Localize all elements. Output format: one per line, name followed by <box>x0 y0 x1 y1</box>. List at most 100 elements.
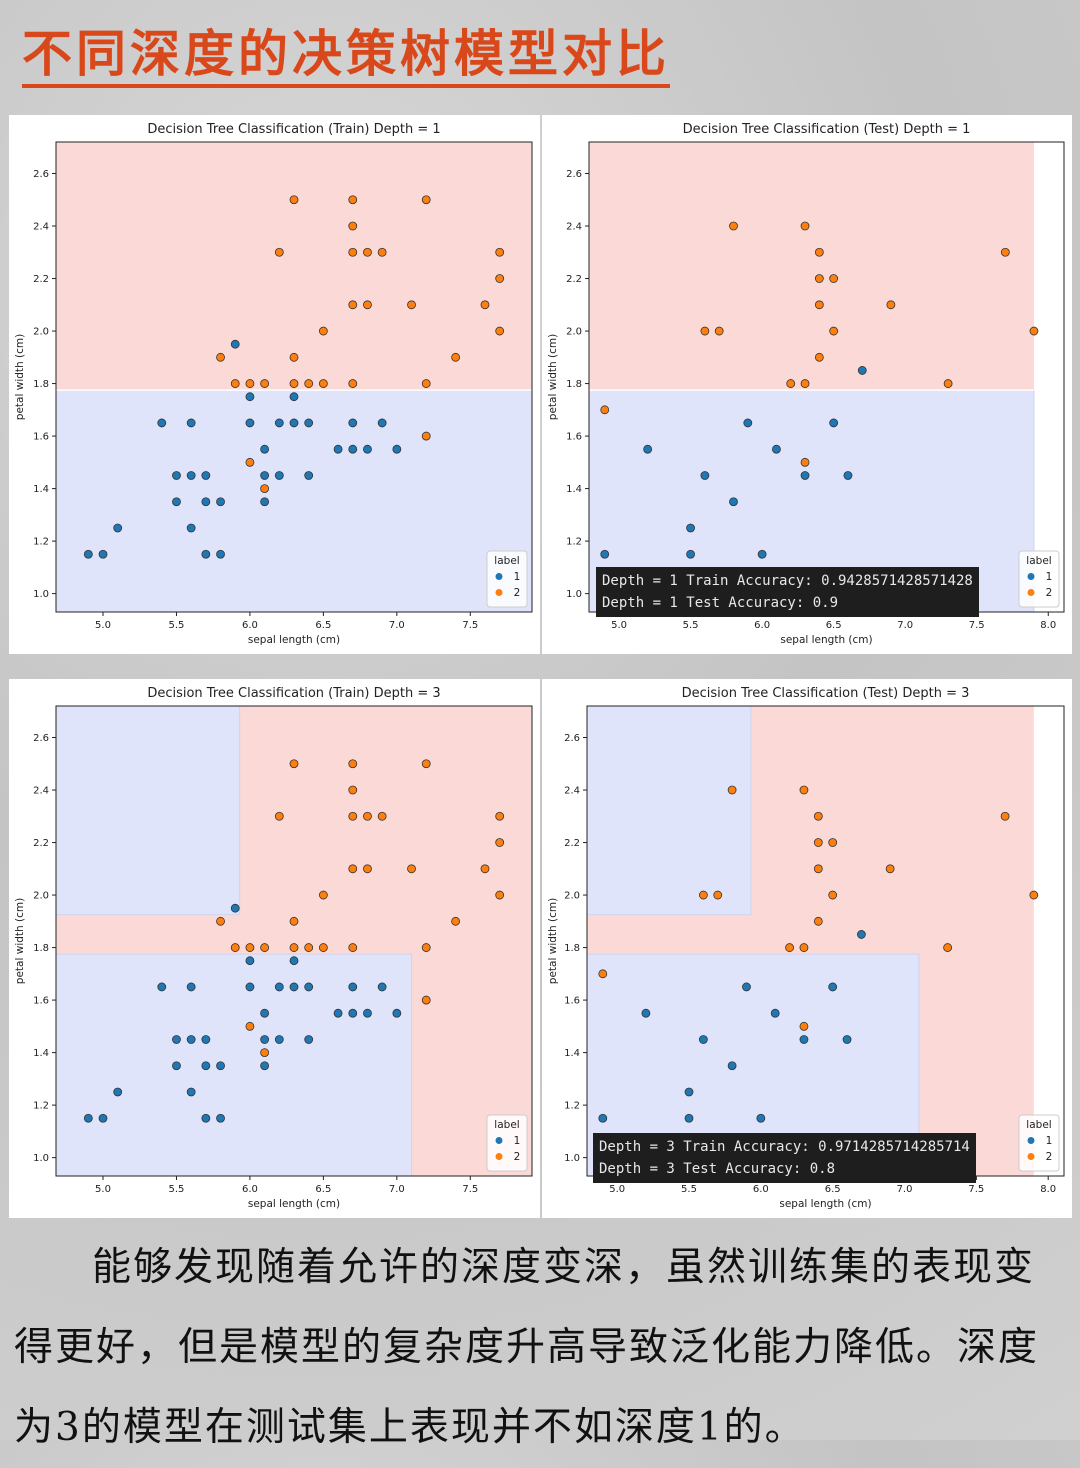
data-point-class-1 <box>304 982 314 992</box>
data-point-class-2 <box>421 431 431 441</box>
data-point-class-1 <box>113 1087 123 1097</box>
x-tick-label: 6.5 <box>825 1184 841 1195</box>
data-point-class-2 <box>800 221 810 231</box>
x-tick-label: 5.5 <box>169 620 185 631</box>
legend-entry-2: 2 <box>1046 1151 1053 1163</box>
data-point-class-1 <box>757 549 767 559</box>
data-point-class-2 <box>260 484 270 493</box>
data-point-class-1 <box>201 549 211 559</box>
data-point-class-2 <box>480 300 490 310</box>
y-tick-label: 1.8 <box>566 379 582 390</box>
data-point-class-1 <box>756 1113 766 1123</box>
data-point-class-2 <box>348 221 358 231</box>
data-point-class-1 <box>333 1008 343 1018</box>
data-point-class-2 <box>1000 811 1010 821</box>
data-point-class-1 <box>363 1008 372 1018</box>
legend-entry-1: 1 <box>1046 1135 1053 1147</box>
data-point-class-2 <box>480 864 490 874</box>
x-axis-label: sepal length (cm) <box>248 1198 340 1210</box>
data-point-class-2 <box>495 838 505 847</box>
y-tick-label: 2.2 <box>566 274 582 285</box>
data-point-class-2 <box>216 352 225 362</box>
data-point-class-1 <box>201 471 211 480</box>
data-point-class-1 <box>348 1008 358 1018</box>
data-point-class-1 <box>770 1008 780 1018</box>
data-point-class-2 <box>1029 890 1039 900</box>
data-point-class-1 <box>289 982 299 992</box>
data-point-class-2 <box>260 943 270 952</box>
legend-title: label <box>1026 555 1051 567</box>
legend-entry-1: 1 <box>514 571 521 583</box>
data-point-class-1 <box>304 418 314 428</box>
data-point-class-2 <box>348 300 358 310</box>
caption-body: 能够发现随着允许的深度变深，虽然训练集的表现变得更好，但是模型的复杂度升高导致泛… <box>14 1245 1040 1450</box>
data-point-class-2 <box>451 916 461 926</box>
chart-title: Decision Tree Classification (Test) Dept… <box>683 122 971 137</box>
data-point-class-2 <box>829 326 839 336</box>
decision-region-class-1 <box>586 705 752 916</box>
legend-marker-1 <box>1027 1137 1035 1144</box>
data-point-class-1 <box>172 1035 181 1044</box>
y-tick-label: 1.0 <box>564 1153 580 1164</box>
data-point-class-1 <box>216 1113 225 1123</box>
chart-panel-test-depth-3: Decision Tree Classification (Test) Dept… <box>542 679 1072 1218</box>
data-point-class-1 <box>201 1061 211 1071</box>
data-point-class-2 <box>289 759 299 769</box>
legend: label 1 2 <box>486 550 528 608</box>
data-point-class-2 <box>421 943 431 952</box>
y-tick-label: 2.0 <box>33 327 49 338</box>
data-point-class-1 <box>743 418 753 428</box>
legend-entry-2: 2 <box>514 1151 521 1163</box>
data-point-class-2 <box>289 916 299 926</box>
data-point-class-2 <box>800 457 810 467</box>
data-point-class-2 <box>318 943 328 952</box>
data-point-class-1 <box>260 1035 270 1044</box>
data-point-class-2 <box>1000 247 1010 257</box>
x-tick-label: 6.5 <box>315 620 331 631</box>
data-point-class-1 <box>274 1035 284 1044</box>
plot-frame <box>55 141 533 613</box>
data-point-class-2 <box>348 785 358 795</box>
data-point-class-2 <box>348 195 358 205</box>
data-point-class-2 <box>245 379 255 388</box>
y-tick-label: 2.0 <box>564 891 580 902</box>
x-tick-label: 6.0 <box>242 620 258 631</box>
data-point-class-1 <box>304 1035 314 1044</box>
data-point-class-2 <box>421 995 431 1005</box>
data-point-class-2 <box>407 864 416 874</box>
y-axis-label: petal width (cm) <box>14 334 26 420</box>
data-point-class-2 <box>714 326 724 336</box>
data-point-class-1 <box>772 444 781 454</box>
data-point-class-1 <box>684 1113 694 1123</box>
x-tick-label: 7.5 <box>969 620 985 631</box>
x-tick-label: 6.5 <box>826 620 842 631</box>
legend-entry-1: 1 <box>514 1135 521 1147</box>
data-point-class-2 <box>886 300 896 310</box>
data-point-class-1 <box>643 444 653 454</box>
data-point-class-1 <box>172 1061 181 1071</box>
data-point-class-2 <box>318 890 328 900</box>
data-point-class-2 <box>495 811 505 821</box>
data-point-class-1 <box>260 497 270 507</box>
data-point-class-2 <box>348 864 358 874</box>
legend-entry-2: 2 <box>1046 587 1053 599</box>
data-point-class-1 <box>83 549 93 559</box>
data-point-class-2 <box>289 195 299 205</box>
train-accuracy-text: Depth = 1 Train Accuracy: 0.942857142857… <box>602 573 973 589</box>
chart-svg: Decision Tree Classification (Train) Dep… <box>14 686 533 1210</box>
data-point-class-2 <box>245 1021 255 1031</box>
data-point-class-1 <box>700 471 710 480</box>
data-point-class-2 <box>727 785 737 795</box>
data-point-class-1 <box>186 418 196 428</box>
legend-marker-1 <box>1027 573 1035 580</box>
x-axis-label: sepal length (cm) <box>248 634 340 646</box>
data-point-class-1 <box>274 471 284 480</box>
data-point-class-1 <box>333 444 343 454</box>
data-point-class-2 <box>814 247 824 257</box>
data-point-class-1 <box>641 1008 651 1018</box>
data-point-class-2 <box>813 811 823 821</box>
chart-svg: Decision Tree Classification (Train) Dep… <box>14 122 533 646</box>
legend: label 1 2 <box>1018 550 1060 608</box>
x-tick-label: 7.5 <box>462 620 478 631</box>
x-tick-label: 5.0 <box>95 1184 111 1195</box>
